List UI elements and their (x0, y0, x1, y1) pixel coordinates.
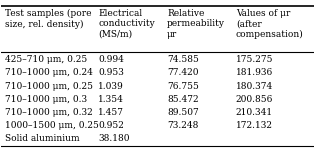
Text: 172.132: 172.132 (236, 121, 273, 130)
Text: 1.039: 1.039 (98, 82, 124, 91)
Text: 210.341: 210.341 (236, 108, 273, 117)
Text: 73.248: 73.248 (167, 121, 198, 130)
Text: 74.585: 74.585 (167, 55, 199, 64)
Text: 181.936: 181.936 (236, 68, 273, 77)
Text: Values of μr
(after
compensation): Values of μr (after compensation) (236, 9, 304, 39)
Text: 710–1000 μm, 0.25: 710–1000 μm, 0.25 (4, 82, 92, 91)
Text: 0.994: 0.994 (98, 55, 124, 64)
Text: 180.374: 180.374 (236, 82, 273, 91)
Text: Relative
permeability
μr: Relative permeability μr (167, 9, 225, 39)
Text: 77.420: 77.420 (167, 68, 199, 77)
Text: 175.275: 175.275 (236, 55, 273, 64)
Text: 0.952: 0.952 (98, 121, 124, 130)
Text: 1.354: 1.354 (98, 95, 124, 104)
Text: 425–710 μm, 0.25: 425–710 μm, 0.25 (4, 55, 87, 64)
Text: 85.472: 85.472 (167, 95, 199, 104)
Text: Solid aluminium: Solid aluminium (4, 134, 79, 143)
Text: 710–1000 μm, 0.3: 710–1000 μm, 0.3 (4, 95, 87, 104)
Text: 710–1000 μm, 0.24: 710–1000 μm, 0.24 (4, 68, 92, 77)
Text: 1000–1500 μm, 0.25: 1000–1500 μm, 0.25 (4, 121, 99, 130)
Text: 710–1000 μm, 0.32: 710–1000 μm, 0.32 (4, 108, 92, 117)
Text: 1.457: 1.457 (98, 108, 124, 117)
Text: 89.507: 89.507 (167, 108, 199, 117)
Text: Test samples (pore
size, rel. density): Test samples (pore size, rel. density) (4, 9, 91, 29)
Text: 0.953: 0.953 (98, 68, 124, 77)
Text: Electrical
conductivity
(MS/m): Electrical conductivity (MS/m) (98, 9, 155, 39)
Text: 200.856: 200.856 (236, 95, 273, 104)
Text: 76.755: 76.755 (167, 82, 199, 91)
Text: 38.180: 38.180 (98, 134, 130, 143)
